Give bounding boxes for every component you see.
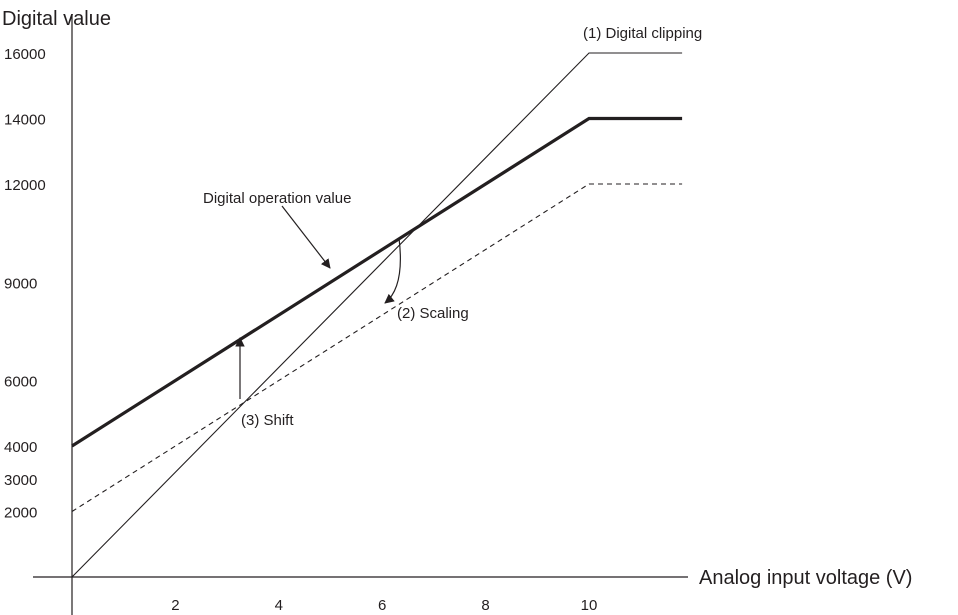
x-tick-label: 2 — [171, 597, 179, 614]
y-tick-label: 9000 — [4, 275, 37, 292]
y-tick-label: 2000 — [4, 505, 37, 522]
x-tick-label: 8 — [481, 597, 489, 614]
y-axis-title: Digital value — [2, 8, 111, 30]
y-tick-label: 14000 — [4, 112, 46, 129]
y-tick-label: 16000 — [4, 46, 46, 63]
y-tick-label: 4000 — [4, 439, 37, 456]
y-tick-label: 6000 — [4, 374, 37, 391]
y-tick-labels: 2000 3000 4000 6000 9000 12000 14000 16000 — [4, 46, 46, 522]
series-line-dashed — [71, 183, 683, 512]
series-line-thin — [71, 52, 683, 578]
annotation-scaling: (2) Scaling — [397, 305, 469, 322]
annotation-digital-operation-value: Digital operation value — [203, 190, 351, 207]
x-axis-title: Analog input voltage (V) — [699, 567, 912, 589]
series-line-bold — [71, 116, 683, 448]
y-tick-label: 3000 — [4, 472, 37, 489]
annotation-digital-clipping: (1) Digital clipping — [583, 25, 702, 42]
annotation-shift: (3) Shift — [241, 412, 294, 429]
operation-value-pointer — [281, 205, 331, 269]
x-tick-label: 4 — [275, 597, 283, 614]
x-tick-label: 10 — [581, 597, 598, 614]
scaling-arrow — [384, 237, 401, 304]
x-tick-labels: 2 4 6 8 10 — [171, 597, 597, 614]
x-tick-label: 6 — [378, 597, 386, 614]
series-lines — [71, 52, 683, 578]
y-tick-label: 12000 — [4, 177, 46, 194]
